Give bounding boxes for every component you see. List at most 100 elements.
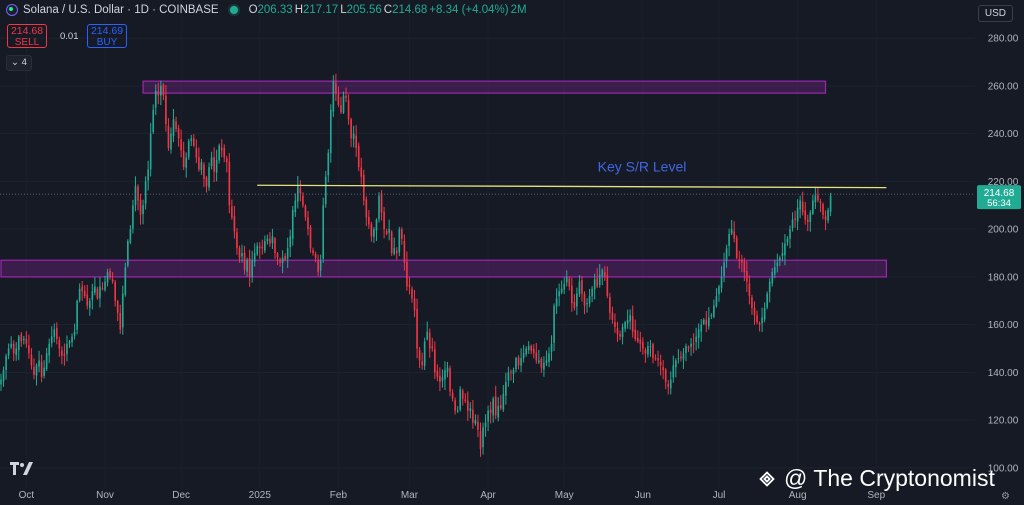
candle-body xyxy=(284,256,286,261)
low-label: L xyxy=(340,4,347,16)
upper-zone[interactable] xyxy=(142,80,827,94)
candle-body xyxy=(269,238,271,244)
candle-body xyxy=(578,281,581,295)
candle-body xyxy=(664,369,667,382)
indicators-toggle[interactable]: ⌄ 4 xyxy=(6,55,32,71)
candle-body xyxy=(421,361,423,366)
candle-body xyxy=(482,427,484,448)
candle-body xyxy=(680,356,682,359)
candle-body xyxy=(142,205,144,215)
candle-body xyxy=(444,370,446,380)
high-label: H xyxy=(294,4,304,16)
candle-body xyxy=(335,82,337,94)
candle-body xyxy=(241,253,243,257)
candle-body xyxy=(756,315,758,323)
sr-line[interactable] xyxy=(257,184,887,189)
candle-body xyxy=(94,286,96,293)
candle-body xyxy=(375,219,378,231)
candle-body xyxy=(23,338,25,340)
symbol-title[interactable]: Solana / U.S. Dollar · 1D · COINBASE xyxy=(23,4,219,16)
candle-body xyxy=(464,399,467,402)
candle-body xyxy=(565,276,568,283)
candle-body xyxy=(456,410,459,412)
candle-body xyxy=(380,193,383,213)
buy-button[interactable]: 214.69 BUY xyxy=(87,24,127,48)
candle-body xyxy=(337,94,340,106)
candle-body xyxy=(329,109,332,154)
candle-body xyxy=(794,218,796,220)
candle-body xyxy=(571,285,573,304)
candle-body xyxy=(718,286,720,295)
candle-body xyxy=(685,346,687,353)
candle-body xyxy=(213,156,215,172)
candle-body xyxy=(172,119,175,136)
candle-body xyxy=(43,367,45,376)
candle-body xyxy=(690,343,692,347)
candle-body xyxy=(170,133,172,150)
candle-body xyxy=(730,229,733,234)
candle-body xyxy=(413,298,416,311)
candle-body xyxy=(350,119,352,139)
y-tick-label: 120.00 xyxy=(988,416,1019,427)
candle-body xyxy=(220,147,223,151)
candle-body xyxy=(629,315,631,322)
candle-body xyxy=(347,100,350,120)
y-tick-label: 260.00 xyxy=(988,81,1019,92)
candle-body xyxy=(101,288,104,290)
candle-body xyxy=(403,240,406,263)
candle-body xyxy=(15,348,18,355)
lower-zone[interactable] xyxy=(0,259,888,278)
candle-body xyxy=(631,316,634,332)
candle-body xyxy=(312,250,314,254)
candle-body xyxy=(127,241,129,266)
candle-body xyxy=(279,259,281,263)
price-tag-bg xyxy=(977,185,1021,210)
x-tick-label: 2025 xyxy=(249,490,272,501)
candle-body xyxy=(345,95,347,98)
candle-body xyxy=(489,409,492,413)
candle-body xyxy=(624,322,626,329)
candle-body xyxy=(751,297,753,308)
candle-body xyxy=(781,253,784,256)
candle-body xyxy=(355,135,357,149)
candle-body xyxy=(791,219,794,229)
candle-body xyxy=(515,358,517,370)
candle-body xyxy=(104,281,106,290)
candle-body xyxy=(692,343,695,345)
candle-body xyxy=(461,390,464,399)
candle-body xyxy=(710,315,713,317)
candle-body xyxy=(591,288,593,297)
candle-body xyxy=(271,236,274,244)
currency-button[interactable]: USD xyxy=(977,5,1013,22)
candle-body xyxy=(61,350,63,356)
candle-body xyxy=(187,140,190,158)
candle-body xyxy=(368,216,370,225)
candle-body xyxy=(289,236,292,248)
candle-body xyxy=(525,348,527,355)
candle-body xyxy=(626,319,629,324)
candle-body xyxy=(185,157,188,168)
candle-body xyxy=(636,337,639,342)
candle-body xyxy=(449,368,451,392)
candle-body xyxy=(784,243,786,256)
watermark: @ The Cryptonomist xyxy=(756,465,995,492)
candle-body xyxy=(111,279,114,282)
candle-body xyxy=(210,157,213,166)
candle-body xyxy=(446,367,449,372)
candle-body xyxy=(17,336,20,351)
candle-body xyxy=(436,370,439,378)
settings-icon[interactable]: ⚙ xyxy=(1001,491,1010,502)
candle-body xyxy=(601,269,604,277)
candle-body xyxy=(78,288,81,301)
candle-body xyxy=(527,346,530,351)
candle-body xyxy=(484,422,487,427)
buy-label: BUY xyxy=(96,37,118,48)
tradingview-logo[interactable] xyxy=(10,462,34,479)
candle-body xyxy=(555,298,558,307)
candle-body xyxy=(406,261,408,287)
open-label: O xyxy=(248,4,258,16)
candle-body xyxy=(586,303,588,305)
sell-button[interactable]: 214.68 SELL xyxy=(7,24,47,48)
